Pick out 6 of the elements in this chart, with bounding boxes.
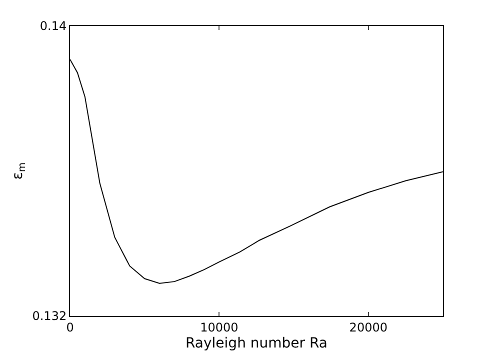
x-axis-title: Rayleigh number Ra xyxy=(186,336,328,352)
x-tick-label: 0 xyxy=(66,320,74,334)
x-tick-label: 20000 xyxy=(349,320,388,334)
y-tick-label: 0.132 xyxy=(32,309,67,324)
x-tick-label: 10000 xyxy=(200,320,238,334)
y-tick-label: 0.14 xyxy=(40,19,67,34)
